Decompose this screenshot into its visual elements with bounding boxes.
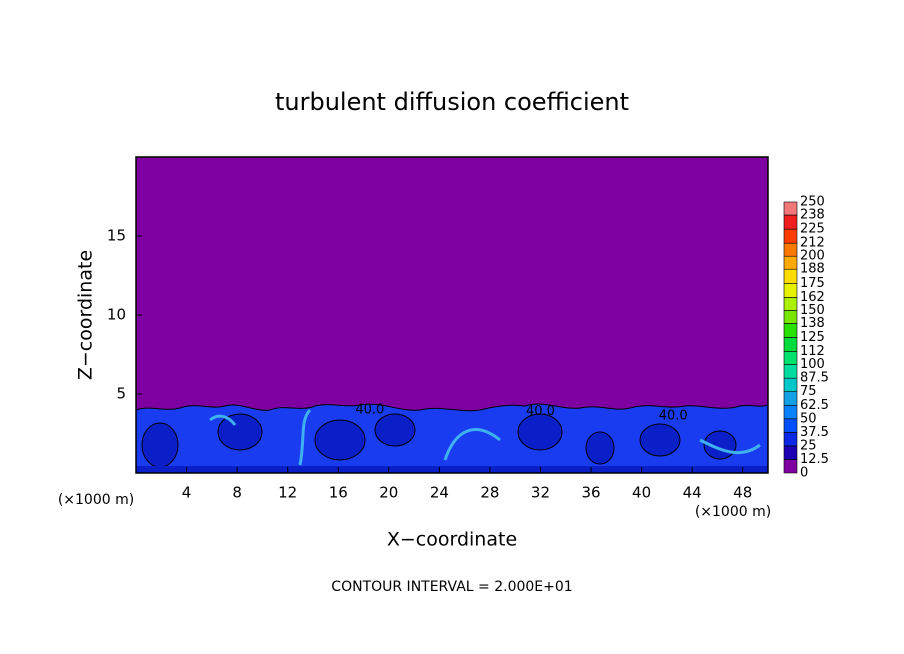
colorbar-band <box>783 310 798 324</box>
colorbar-band <box>783 255 798 270</box>
colorbar-label: 87.5 <box>800 371 829 386</box>
colorbar-band <box>783 282 798 298</box>
colorbar-band <box>783 268 798 284</box>
colorbar-band <box>783 404 798 420</box>
colorbar-band <box>783 445 798 460</box>
contour-label: 40.0 <box>355 402 384 417</box>
x-tick-label: 4 <box>182 484 192 502</box>
colorbar-band <box>783 214 798 230</box>
x-tick-label: 48 <box>733 484 752 502</box>
colorbar-band <box>783 351 798 365</box>
field <box>135 157 769 474</box>
contour-label: 40.0 <box>526 404 555 419</box>
y-tick-label: 10 <box>107 306 126 324</box>
x-tick-label: 40 <box>632 484 651 502</box>
colorbar-label: 37.5 <box>800 425 829 440</box>
colorbar-band <box>783 391 798 406</box>
low-blobs <box>141 413 737 468</box>
x-tick-label: 44 <box>683 484 702 502</box>
colorbar-band <box>783 242 798 257</box>
x-unit: (×1000 m) <box>695 504 771 520</box>
x-tick-label: 24 <box>430 484 449 502</box>
colorbar-label: 25 <box>800 438 817 453</box>
colorbar-label: 200 <box>800 249 825 264</box>
x-tick-label: 32 <box>531 484 550 502</box>
colorbar-band <box>783 364 798 379</box>
colorbar-label: 12.5 <box>800 452 829 467</box>
colorbar-band <box>783 418 798 433</box>
high-streaks <box>209 408 761 466</box>
x-tick-label: 36 <box>581 484 600 502</box>
colorbar-label: 188 <box>800 262 825 277</box>
colorbar-band <box>783 337 798 352</box>
colorbar-label: 250 <box>800 195 825 210</box>
colorbar-band <box>783 297 798 311</box>
colorbar-label: 125 <box>800 330 825 345</box>
contour-label: 40.0 <box>659 409 688 424</box>
y-unit: (×1000 m) <box>58 492 134 508</box>
footer: CONTOUR INTERVAL = 2.000E+01 <box>331 579 572 595</box>
x-tick-label: 20 <box>379 484 398 502</box>
colorbar-band <box>783 201 798 216</box>
surface-layer <box>136 466 768 473</box>
colorbar-band <box>783 228 798 244</box>
x-tick-label: 28 <box>480 484 499 502</box>
colorbar-label: 238 <box>800 208 825 223</box>
colorbar-label: 150 <box>800 303 825 318</box>
colorbar-band <box>783 432 798 447</box>
colorbar-label: 175 <box>800 276 825 291</box>
colorbar-label: 138 <box>800 316 825 331</box>
x-tick-label: 8 <box>232 484 242 502</box>
colorbar-band <box>783 377 798 392</box>
y-tick-label: 5 <box>116 385 126 403</box>
colorbar-band <box>783 323 798 338</box>
colorbar-label: 62.5 <box>800 398 829 413</box>
x-axis-label: X−coordinate <box>387 529 517 551</box>
chart-title: turbulent diffusion coefficient <box>275 88 629 116</box>
x-tick-label: 12 <box>278 484 297 502</box>
colorbar-label: 162 <box>800 290 825 305</box>
colorbar-label: 50 <box>800 411 817 426</box>
colorbar-label: 100 <box>800 357 825 372</box>
x-tick-label: 16 <box>329 484 348 502</box>
colorbar-label: 0 <box>800 466 808 481</box>
y-tick-label: 15 <box>107 227 126 245</box>
colorbar-label: 212 <box>800 236 825 251</box>
colorbar-label: 225 <box>800 222 825 237</box>
colorbar-band <box>783 459 798 474</box>
y-axis-label: Z−coordinate <box>75 250 97 380</box>
colorbar-label: 75 <box>800 384 817 399</box>
colorbar-label: 112 <box>800 344 825 359</box>
